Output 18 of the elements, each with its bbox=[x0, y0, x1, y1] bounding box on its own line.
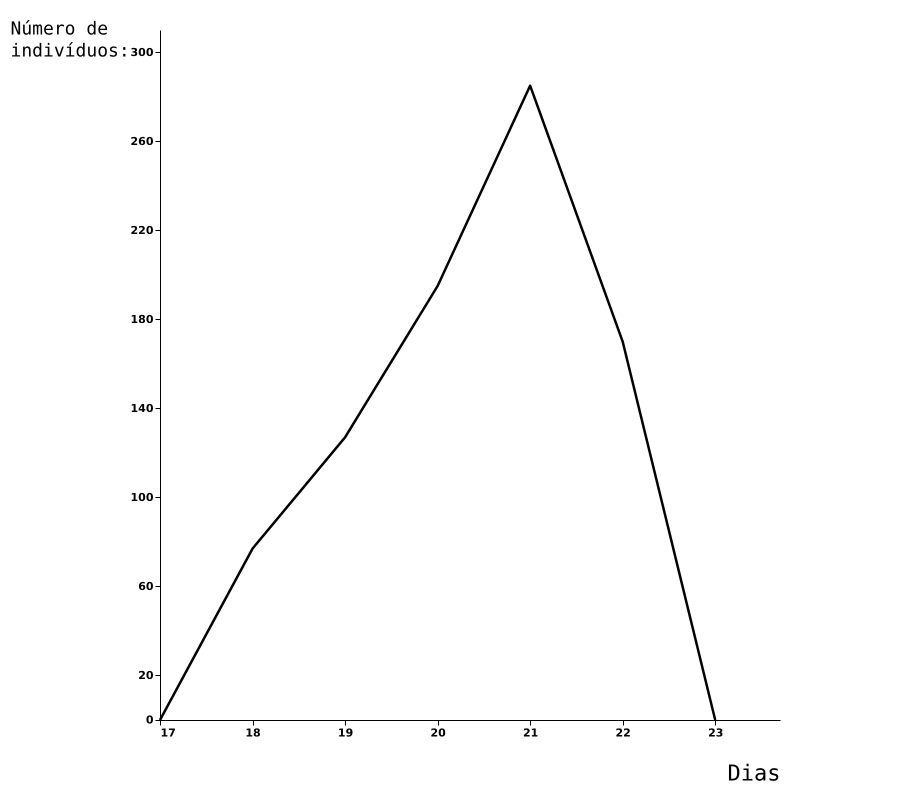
x-tick-label: 18 bbox=[245, 726, 261, 740]
y-tick-label: 0 bbox=[146, 714, 154, 726]
y-tick-label: 260 bbox=[130, 134, 154, 148]
y-tick-label: 220 bbox=[130, 224, 154, 237]
x-tick-label: 17 bbox=[160, 726, 176, 740]
x-tick-label: 20 bbox=[430, 726, 446, 740]
y-tick-label: 140 bbox=[130, 402, 154, 415]
x-tick-label: 21 bbox=[522, 726, 538, 740]
y-axis-title: Número de indivíduos: bbox=[10, 18, 130, 62]
x-tick-label: 19 bbox=[338, 726, 354, 740]
y-tick-label: 20 bbox=[138, 668, 154, 682]
y-tick-label: 60 bbox=[138, 580, 154, 593]
x-axis-title: Dias bbox=[728, 762, 780, 786]
x-tick-label: 23 bbox=[708, 726, 724, 740]
y-tick-label: 180 bbox=[130, 312, 154, 326]
y-tick-label: 300 bbox=[130, 46, 154, 59]
x-tick-label: 22 bbox=[616, 726, 631, 740]
y-tick-label: 100 bbox=[130, 490, 154, 504]
